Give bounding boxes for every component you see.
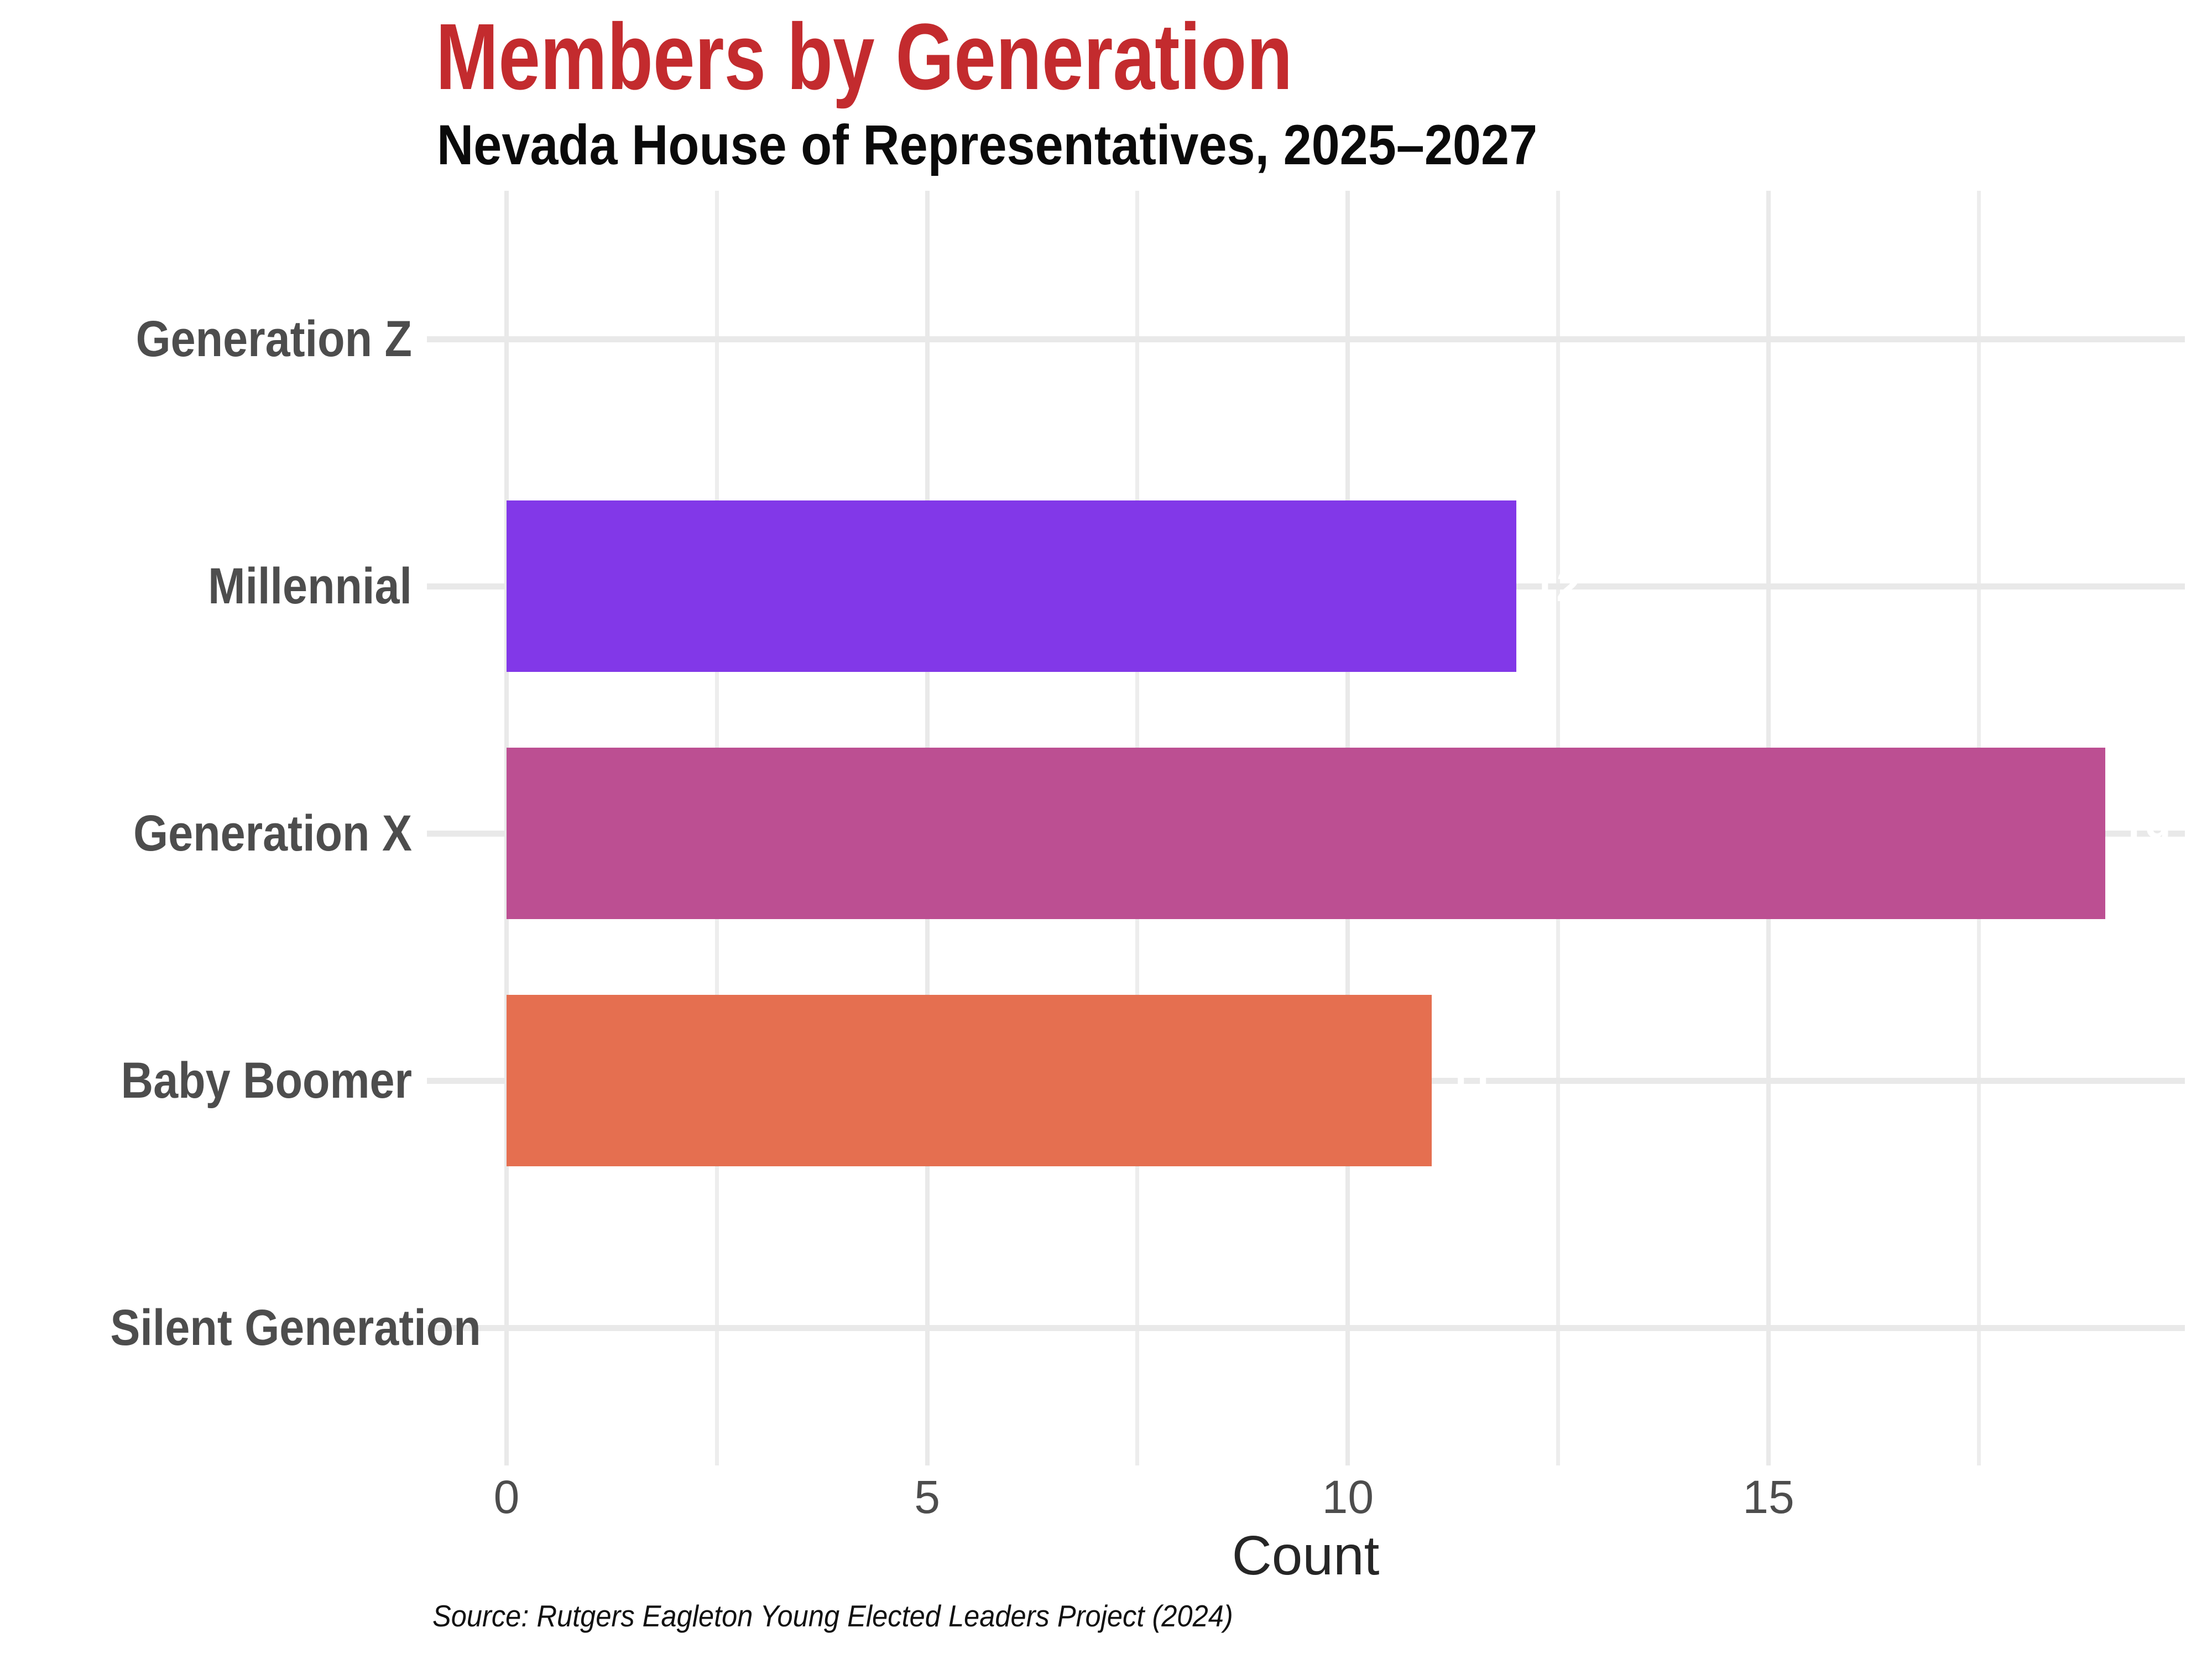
y-axis-label-generation-z: Generation Z [135,311,413,367]
y-axis-label-millennial: Millennial [208,558,412,614]
bar-value-label-baby-boomer: 11 [1447,1056,1495,1105]
x-tick-label-15: 15 [1743,1471,1794,1523]
bar-generation-x [507,748,2105,919]
y-axis-label-baby-boomer: Baby Boomer [121,1052,412,1109]
source-note: Source: Rutgers Eagleton Young Elected L… [432,1599,1233,1633]
x-tick-label-10: 10 [1322,1471,1374,1523]
y-axis-label-silent-generation: Silent Generation [110,1300,481,1356]
bar-value-label-generation-x: 19 [2120,808,2170,858]
plot-area: 12 19 11 [427,191,2185,1465]
bar-baby-boomer [507,995,1432,1166]
gridline-row-4 [427,1324,2185,1331]
x-axis-title: Count [1232,1525,1380,1587]
bar-value-label-millennial: 12 [1531,561,1581,611]
gridline-row-0 [427,336,2185,342]
bar-millennial [507,500,1516,672]
y-axis-label-generation-x: Generation X [133,805,412,862]
chart-subtitle: Nevada House of Representatives, 2025–20… [437,113,1538,176]
x-tick-label-0: 0 [493,1471,520,1523]
chart-title: Members by Generation [436,4,1293,109]
x-tick-label-5: 5 [914,1471,941,1523]
